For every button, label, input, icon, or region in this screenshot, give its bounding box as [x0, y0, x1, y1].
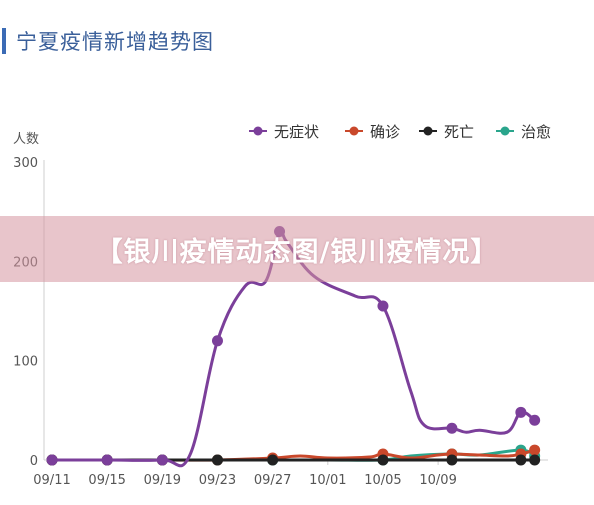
data-point: [156, 454, 168, 466]
data-point: [446, 454, 458, 466]
series-line-0: [50, 227, 537, 468]
legend-swatch-dot: [500, 126, 510, 136]
chart-title: 宁夏疫情新增趋势图: [16, 30, 214, 54]
data-point: [529, 444, 541, 456]
x-tick-label: 09/23: [199, 473, 236, 488]
legend-swatch-dot: [349, 126, 359, 136]
data-point: [46, 454, 58, 466]
watermark-banner: 【银川疫情动态图/银川疫情况】: [0, 216, 594, 282]
data-point: [515, 454, 527, 466]
x-tick-label: 09/27: [254, 473, 291, 488]
legend-swatch-dot: [423, 126, 433, 136]
x-tick-label: 09/15: [88, 473, 125, 488]
legend-label: 死亡: [444, 123, 474, 141]
y-tick-label: 300: [13, 156, 38, 171]
x-tick-label: 09/19: [144, 473, 181, 488]
data-point: [377, 300, 389, 312]
x-tick-label: 10/05: [364, 473, 401, 488]
y-axis-title: 人数: [13, 132, 39, 147]
legend-label: 确诊: [370, 123, 400, 141]
x-tick-label: 10/01: [309, 473, 346, 488]
legend-label: 无症状: [274, 123, 319, 141]
data-point: [377, 454, 389, 466]
data-point: [211, 454, 223, 466]
data-point: [515, 406, 527, 418]
data-point: [211, 335, 223, 347]
legend-swatch-dot: [253, 126, 263, 136]
y-tick-label: 100: [13, 355, 38, 370]
title-accent-bar: [2, 28, 6, 54]
chart-header: 宁夏疫情新增趋势图: [0, 22, 214, 60]
x-tick-label: 09/11: [33, 473, 70, 488]
data-point: [529, 414, 541, 426]
data-point: [446, 422, 458, 434]
data-point: [529, 454, 541, 466]
legend-label: 治愈: [521, 123, 551, 141]
x-tick-label: 10/09: [419, 473, 456, 488]
data-point: [101, 454, 113, 466]
banner-text: 【银川疫情动态图/银川疫情况】: [95, 236, 499, 268]
data-point: [267, 454, 279, 466]
y-tick-label: 0: [30, 454, 38, 469]
